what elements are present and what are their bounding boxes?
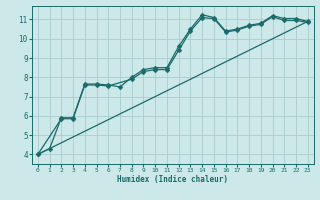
X-axis label: Humidex (Indice chaleur): Humidex (Indice chaleur) (117, 175, 228, 184)
